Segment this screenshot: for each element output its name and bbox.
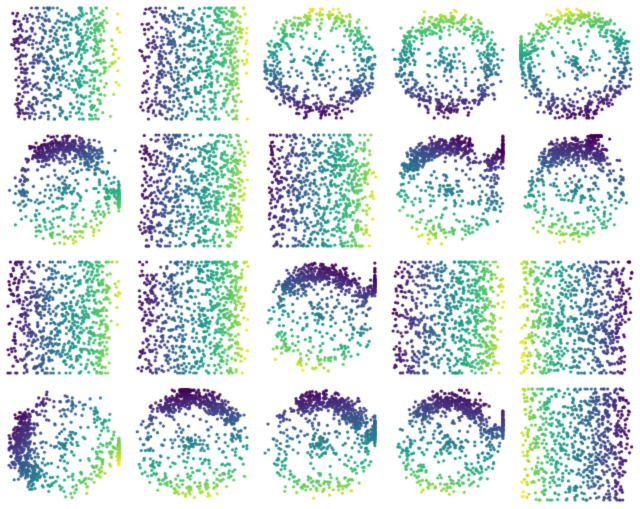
scatter-grid-figure <box>0 0 640 509</box>
